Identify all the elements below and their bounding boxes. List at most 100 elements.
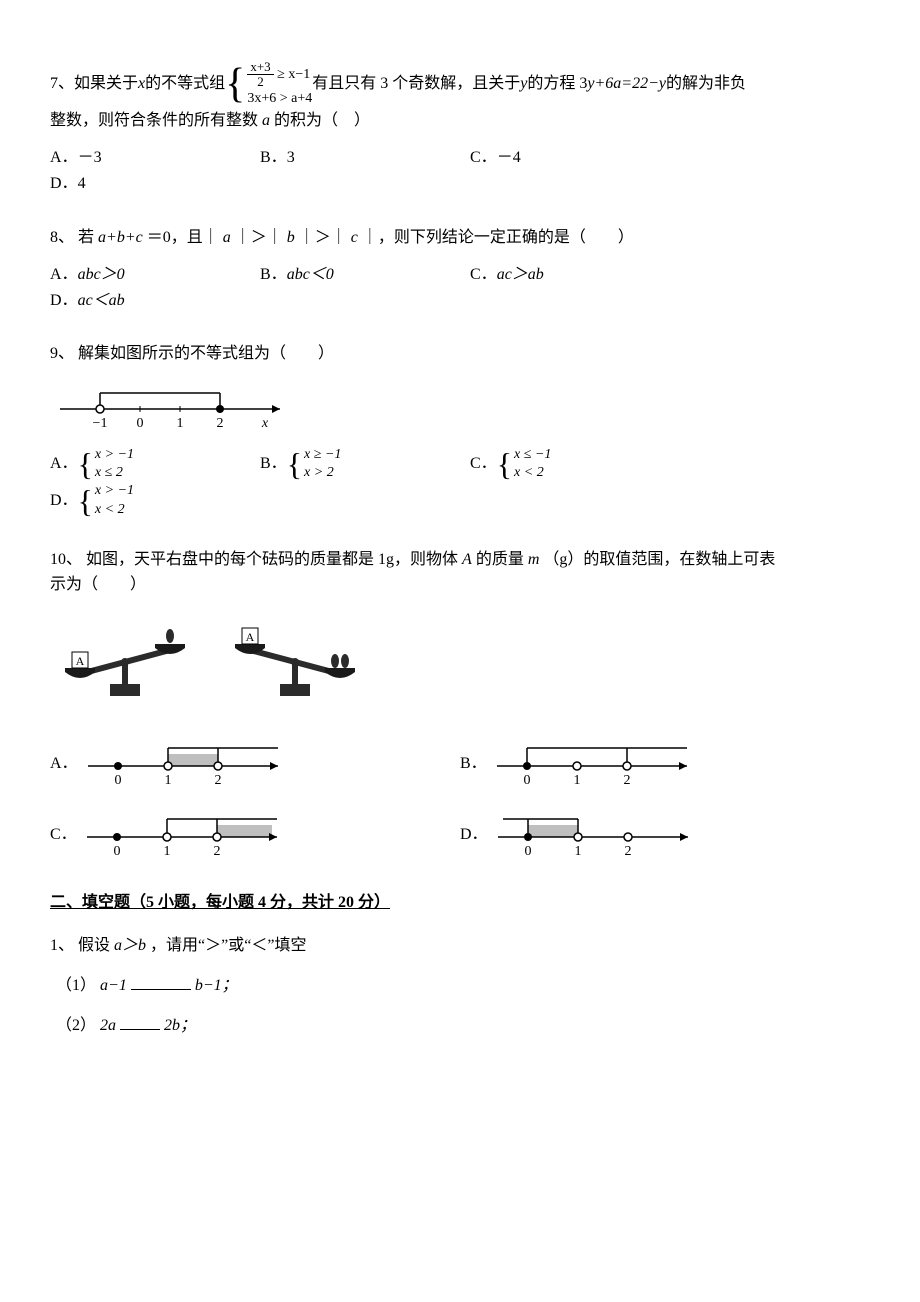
question-10: 10、 如图，天平右盘中的每个砝码的质量都是 1g，则物体 A 的质量 m （g… (50, 547, 870, 862)
q7-system-row1: x+3 2 ≥ x−1 (247, 60, 312, 90)
opt-label: B． (260, 451, 287, 477)
tick-label: 1 (573, 773, 580, 788)
q7-system-rows: x+3 2 ≥ x−1 3x+6 > a+4 (247, 60, 312, 108)
opt-value: 4 (78, 171, 86, 197)
q10-stem-line1: 10、 如图，天平右盘中的每个砝码的质量都是 1g，则物体 A 的质量 m （g… (50, 547, 870, 573)
brace-icon: { (287, 448, 302, 480)
fq1-sub2: （2） 2a 2b； (56, 1013, 870, 1039)
opt-value: ac＞ab (497, 262, 544, 288)
sub-rhs: b−1； (195, 977, 238, 994)
q10-option-a: A． 0 1 2 (50, 736, 460, 791)
q8-option-c: C． ac＞ab (470, 262, 670, 288)
q7-option-d: D． 4 (50, 171, 250, 197)
q8-option-d: D． ac＜ab (50, 288, 250, 314)
closed-circle-icon (216, 405, 224, 413)
opt-label: D． (460, 822, 488, 848)
q10-option-b: B． 0 1 2 (460, 736, 870, 791)
section-2-header: 二、填空题（5 小题，每小题 4 分，共计 20 分） (50, 890, 870, 916)
sub-rhs: 2b； (164, 1017, 196, 1034)
tick-label: 0 (524, 844, 531, 859)
tick-label: 2 (623, 773, 630, 788)
fq1-text-pre: 假设 (78, 937, 114, 954)
brace-icon: { (225, 63, 245, 105)
q8-option-b: B． abc＜0 (260, 262, 460, 288)
q10-stem-line2: 示为（ ） (50, 572, 870, 598)
opt-label: A． (50, 145, 78, 171)
q7-var-x: x (138, 71, 145, 97)
opt-label: B． (260, 145, 287, 171)
sys-row: x ≥ −1 (304, 446, 341, 464)
tick-label: 2 (217, 416, 224, 431)
q7-number: 7、 (50, 71, 74, 97)
numberline-svg: 0 1 2 (77, 807, 297, 862)
q7-text-mid1: 的不等式组 (145, 71, 225, 97)
q7-frac-den: 2 (254, 75, 267, 89)
sub-lhs: a−1 (100, 977, 127, 994)
brace-icon: { (497, 448, 512, 480)
sub-label: （1） (56, 977, 96, 994)
q9-option-a: A． { x > −1 x ≤ 2 (50, 446, 250, 482)
tick-label: 1 (164, 773, 171, 788)
opt-label: A． (50, 451, 78, 477)
q7-option-a: A． －3 (50, 145, 250, 171)
q10-option-c: C． 0 1 2 (50, 807, 460, 862)
q7-option-b: B． 3 (260, 145, 460, 171)
balance-label-a: A (76, 654, 85, 668)
q7-stem-line1: 7、 如果关于 x 的不等式组 { x+3 2 ≥ x−1 3x+6 > a+4… (50, 60, 870, 108)
q10-text-mid: 的质量 (476, 551, 528, 568)
q7-system-row2: 3x+6 > a+4 (247, 90, 312, 108)
q7-var-a: a (262, 112, 270, 129)
numberline-svg: −1 0 1 2 x (50, 379, 300, 434)
opt-value: abc＞0 (78, 262, 125, 288)
tick-label: 2 (214, 773, 221, 788)
x-axis-label: x (261, 416, 269, 431)
sub-label: （2） (56, 1017, 96, 1034)
tick-label: 0 (137, 416, 144, 431)
fq1-text-end: ，请用“＞”或“＜”填空 (150, 937, 306, 954)
numberline-svg: 0 1 2 (488, 807, 708, 862)
question-7: 7、 如果关于 x 的不等式组 { x+3 2 ≥ x−1 3x+6 > a+4… (50, 60, 870, 197)
tick-label: 1 (574, 844, 581, 859)
sys-row: x > −1 (95, 482, 134, 500)
fq1-stem: 1、 假设 a＞b ，请用“＞”或“＜”填空 (50, 933, 870, 959)
opt-label: C． (470, 145, 497, 171)
q9-numberline: −1 0 1 2 x (50, 379, 870, 434)
q8-abs-a: a (223, 229, 231, 246)
sys-row: x > −1 (95, 446, 134, 464)
q8-number: 8、 (50, 229, 74, 246)
q7-text-mid3: 的方程 3 (527, 71, 587, 97)
q9-options: A． { x > −1 x ≤ 2 B． { x ≥ −1 x > 2 C． (50, 446, 870, 519)
q7-options: A． －3 B． 3 C． －4 D． 4 (50, 145, 870, 196)
opt-label: D． (50, 171, 78, 197)
sys-row: x < 2 (95, 501, 134, 519)
sys-row: x > 2 (304, 464, 341, 482)
q7-text-mid2: 有且只有 3 个奇数解，且关于 (312, 71, 520, 97)
numberline-svg: 0 1 2 (78, 736, 298, 791)
tick-label: 0 (113, 844, 120, 859)
q7-var-y: y (520, 71, 527, 97)
tick-label: 2 (213, 844, 220, 859)
opt-label: C． (470, 262, 497, 288)
opt-value: ac＜ab (78, 288, 125, 314)
q7-text-end: 的积为（ ） (274, 112, 370, 129)
fill-blank (131, 973, 191, 990)
q7-text-mid4: 的解为非负 (666, 71, 746, 97)
opt-value: abc＜0 (287, 262, 334, 288)
opt-value: －3 (78, 145, 102, 171)
sub-lhs: 2a (100, 1017, 116, 1034)
q7-inequality-system: { x+3 2 ≥ x−1 3x+6 > a+4 (225, 60, 312, 108)
q9-option-d: D． { x > −1 x < 2 (50, 482, 250, 518)
q7-fraction: x+3 2 (247, 60, 273, 90)
q8-text-mid2: ｜＞｜ (235, 229, 283, 246)
opt-label: C． (470, 451, 497, 477)
fq1-number: 1、 (50, 937, 74, 954)
numberline-svg: 0 1 2 (487, 736, 707, 791)
q9-text: 解集如图所示的不等式组为（ ） (78, 345, 334, 362)
opt-label: B． (460, 751, 487, 777)
tick-label: 0 (523, 773, 530, 788)
q7-row1-rel: ≥ x−1 (277, 67, 310, 82)
q10-balance-figures: A A (50, 614, 870, 704)
q7-option-c: C． －4 (470, 145, 670, 171)
tick-label: 1 (163, 844, 170, 859)
q8-expr1: a+b+c (98, 229, 143, 246)
